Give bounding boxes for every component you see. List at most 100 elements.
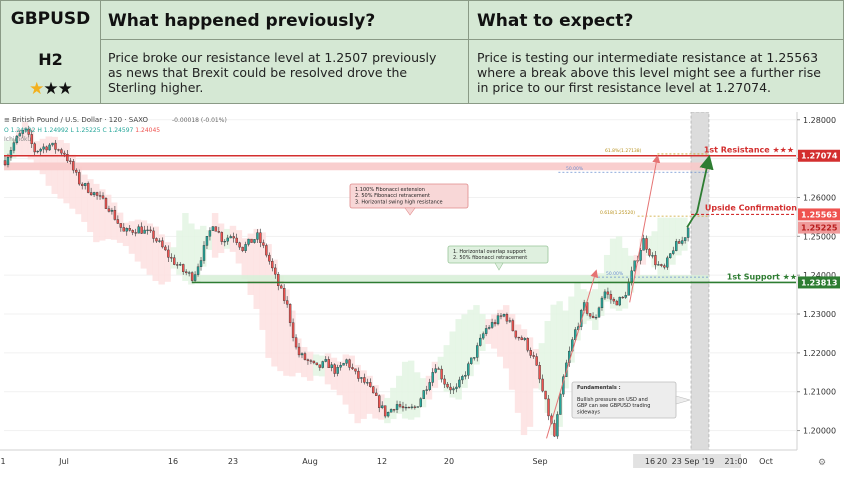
- candle: [268, 252, 271, 265]
- y-tick-label: 1.23000: [803, 310, 836, 319]
- previous-title: What happened previously?: [108, 11, 376, 31]
- candle: [30, 130, 33, 149]
- candle: [372, 385, 375, 394]
- candle: [39, 147, 42, 156]
- upside-title: Upside Confirmation: [705, 203, 797, 212]
- x-tick-label: 16: [168, 457, 178, 466]
- candle: [155, 237, 158, 243]
- annotation-box: Fundamentals : Bullish pressure on USD an…: [571, 381, 692, 419]
- candle: [164, 244, 167, 251]
- candle: [253, 238, 256, 244]
- level-zone: [4, 162, 709, 171]
- candle: [241, 246, 244, 253]
- candle: [33, 142, 36, 156]
- candle: [119, 223, 123, 232]
- forecast-arrow: [696, 154, 714, 213]
- price-tag: [798, 208, 840, 221]
- candle: [657, 261, 660, 266]
- candle: [312, 360, 316, 365]
- candle: [98, 191, 102, 200]
- candle: [437, 366, 440, 370]
- previous-text-cell: Price broke our resistance level at 1.25…: [100, 39, 469, 104]
- candle: [271, 258, 274, 272]
- candle: [250, 238, 253, 243]
- candle: [618, 296, 621, 307]
- fib-label: 50.00%: [606, 271, 624, 277]
- candle: [104, 197, 108, 210]
- candle: [366, 378, 369, 386]
- candle: [184, 269, 188, 276]
- candle: [161, 237, 164, 249]
- candle: [196, 263, 200, 277]
- y-tick-label: 1.25000: [803, 232, 836, 241]
- candle: [398, 401, 402, 409]
- candle: [378, 394, 381, 413]
- candle: [122, 223, 126, 232]
- candle: [15, 134, 19, 145]
- candle: [306, 358, 310, 365]
- candle: [517, 336, 521, 341]
- candle: [324, 356, 327, 363]
- candle: [24, 128, 27, 133]
- candle: [45, 145, 48, 153]
- candle: [455, 383, 458, 393]
- swing-arrow: [629, 154, 661, 303]
- y-tick-label: 1.20000: [803, 427, 836, 436]
- candle: [146, 225, 149, 235]
- candle: [419, 397, 422, 408]
- resistance-title: 1st Resistance ★★★: [704, 146, 794, 155]
- candle: [42, 143, 45, 154]
- pair-label: GBPUSD: [10, 9, 91, 29]
- candle: [89, 187, 93, 196]
- candle: [354, 368, 357, 375]
- candle: [158, 238, 161, 243]
- candle: [78, 169, 81, 186]
- candle: [666, 255, 669, 270]
- candle: [277, 271, 280, 291]
- candle: [609, 290, 613, 304]
- candle: [110, 207, 114, 215]
- candle: [69, 157, 72, 165]
- candle: [27, 125, 30, 138]
- candle: [339, 361, 342, 371]
- candle: [416, 406, 420, 408]
- price-chart[interactable]: 61.8%(1.27138) 50.00% 0.618(1.25520) 50.00%…: [0, 111, 844, 478]
- candle: [404, 403, 408, 411]
- forecast-arrow: [686, 217, 694, 228]
- candle: [511, 318, 515, 332]
- candle: [247, 238, 250, 247]
- x-tick-label: 21:00: [724, 457, 747, 466]
- expect-text: Price is testing our intermediate resist…: [477, 50, 821, 95]
- candle: [217, 226, 221, 234]
- candle: [484, 324, 488, 337]
- price-tag-label: 1.23813: [801, 278, 837, 287]
- candle: [348, 358, 351, 371]
- candle: [357, 367, 360, 382]
- x-axis-highlight: [633, 454, 742, 468]
- candle: [282, 284, 286, 304]
- expect-text-cell: Price is testing our intermediate resist…: [468, 39, 844, 104]
- chart-canvas[interactable]: 61.8%(1.27138) 50.00% 0.618(1.25520) 50.00%…: [0, 111, 844, 478]
- candle: [321, 360, 324, 369]
- candle: [190, 271, 194, 284]
- candle: [280, 284, 283, 289]
- candle: [410, 403, 414, 410]
- candle: [487, 325, 491, 330]
- chart-change: -0.00018 (-0.01%): [172, 117, 227, 124]
- candle: [603, 289, 607, 301]
- rating-stars: ★★★: [1, 79, 100, 99]
- candle: [493, 319, 497, 327]
- candle: [256, 229, 259, 243]
- x-tick-label: 12: [377, 457, 387, 466]
- indicator-label: Ichimoku: [4, 136, 31, 143]
- candle: [342, 362, 345, 366]
- candle: [547, 394, 550, 421]
- analysis-header: GBPUSD H2 ★★★ What happened previously? …: [0, 0, 844, 106]
- candle: [481, 331, 485, 340]
- candle: [386, 411, 390, 418]
- previous-title-cell: What happened previously?: [100, 0, 469, 40]
- candle: [193, 271, 197, 282]
- candle: [285, 296, 289, 308]
- forecast-arrow: [692, 212, 698, 219]
- candle: [81, 182, 84, 190]
